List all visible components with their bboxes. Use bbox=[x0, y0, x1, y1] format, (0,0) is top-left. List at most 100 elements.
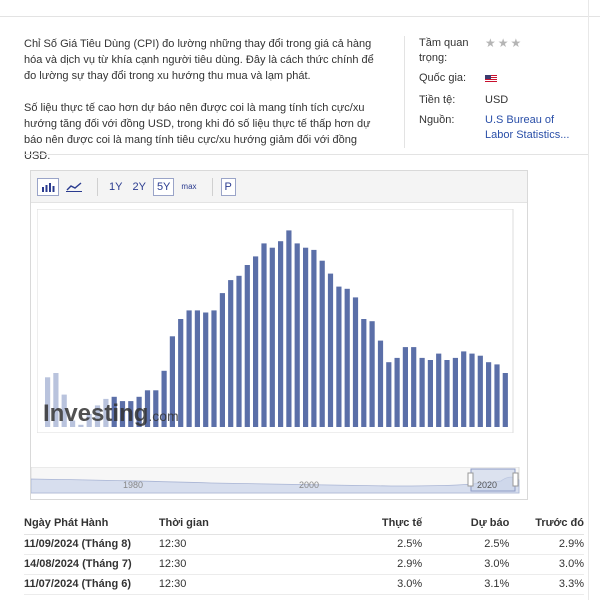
chart-bar[interactable] bbox=[144, 390, 151, 427]
chart-bar[interactable] bbox=[70, 420, 76, 428]
plot-frame bbox=[37, 209, 514, 433]
indicator-info-panel: Tầm quan trọng: ★★★ Quốc gia: Tiền tệ: U… bbox=[404, 36, 584, 148]
importance-stars: ★★★ bbox=[485, 36, 524, 50]
chart-bar[interactable] bbox=[103, 398, 109, 427]
chart-bar[interactable] bbox=[86, 414, 92, 427]
chart-bar[interactable] bbox=[411, 347, 417, 427]
header-forecast[interactable]: Dự báo bbox=[422, 512, 510, 535]
range-5y-button[interactable]: 5Y bbox=[152, 177, 175, 196]
chart-bar[interactable] bbox=[369, 321, 375, 427]
currency-label: Tiền tệ: bbox=[419, 94, 456, 106]
chart-navigator[interactable]: 1980 2000 2020 bbox=[31, 467, 521, 495]
chart-bar[interactable] bbox=[228, 280, 234, 427]
chart-bar[interactable] bbox=[311, 249, 317, 427]
previous-value: 3.0% bbox=[509, 554, 584, 575]
chart-bar[interactable] bbox=[203, 312, 209, 428]
chart-bar[interactable] bbox=[494, 364, 500, 427]
range-2y-button[interactable]: 2Y bbox=[132, 180, 146, 193]
line-chart-icon[interactable] bbox=[63, 178, 85, 196]
chart-bar[interactable] bbox=[153, 390, 159, 427]
navigator-left-handle[interactable] bbox=[467, 472, 474, 487]
chart-bar[interactable] bbox=[128, 401, 134, 427]
importance-label: Tầm quan trọng: bbox=[419, 37, 469, 64]
table-row: 11/09/2024 (Tháng 8) 12:30 2.5% 2.5% 2.9… bbox=[24, 534, 584, 555]
chart-bar[interactable] bbox=[136, 396, 142, 427]
actual-value: 2.5% bbox=[345, 534, 423, 555]
chart-bar[interactable] bbox=[286, 230, 292, 427]
chart-bar[interactable] bbox=[386, 362, 392, 427]
chart-bar[interactable] bbox=[219, 293, 225, 427]
chart-bar[interactable] bbox=[477, 355, 483, 427]
header-release-date[interactable]: Ngày Phát Hành bbox=[24, 512, 159, 535]
p-button[interactable]: P bbox=[220, 177, 236, 196]
chart-bar[interactable] bbox=[236, 275, 242, 427]
chart-bar[interactable] bbox=[394, 357, 400, 427]
forecast-value: 3.1% bbox=[422, 574, 510, 595]
chart-bar[interactable] bbox=[94, 405, 101, 427]
release-history-table: Ngày Phát Hành Thời gian Thực tế Dự báo … bbox=[24, 512, 584, 595]
bar-chart-icon[interactable] bbox=[37, 177, 59, 196]
header-previous[interactable]: Trước đó bbox=[509, 512, 584, 535]
actual-value: 3.0% bbox=[345, 574, 423, 595]
chart-bar[interactable] bbox=[178, 319, 184, 427]
chart-bar[interactable] bbox=[352, 297, 359, 427]
chart-bar[interactable] bbox=[161, 370, 167, 427]
table-header-row: Ngày Phát Hành Thời gian Thực tế Dự báo … bbox=[24, 512, 584, 535]
source-link[interactable]: U.S Bureau of Labor Statistics... bbox=[485, 114, 570, 141]
chart-bar[interactable] bbox=[469, 353, 475, 427]
header-actual[interactable]: Thực tế bbox=[345, 512, 423, 535]
chart-bar[interactable] bbox=[253, 256, 259, 427]
toolbar-separator bbox=[211, 177, 213, 196]
currency-value: USD bbox=[485, 94, 509, 106]
chart-bar[interactable] bbox=[261, 243, 267, 427]
chart-bar[interactable] bbox=[452, 357, 458, 427]
chart-bar[interactable] bbox=[269, 247, 275, 427]
chart-bar[interactable] bbox=[502, 373, 508, 427]
chart-bar[interactable] bbox=[419, 357, 425, 427]
chart-bar[interactable] bbox=[186, 310, 192, 427]
chart-bar[interactable] bbox=[444, 360, 450, 427]
chart-bar[interactable] bbox=[211, 310, 217, 427]
chart-bar[interactable] bbox=[244, 265, 250, 427]
chart-bar[interactable] bbox=[377, 340, 384, 427]
header-time[interactable]: Thời gian bbox=[158, 512, 346, 535]
description-paragraph-1: Chỉ Số Giá Tiêu Dùng (CPI) đo lường nhữn… bbox=[24, 38, 374, 82]
source-label: Nguồn: bbox=[419, 114, 455, 126]
navigator-right-handle[interactable] bbox=[512, 472, 519, 487]
chart-bar[interactable] bbox=[344, 288, 350, 427]
chart-bar[interactable] bbox=[294, 243, 300, 427]
chart-bar[interactable] bbox=[169, 336, 175, 427]
chart-bar[interactable] bbox=[119, 401, 126, 427]
source-row: Nguồn: U.S Bureau of Labor Statistics... bbox=[419, 113, 584, 143]
release-date: 14/08/2024 (Tháng 7) bbox=[24, 554, 159, 575]
chart-bar[interactable] bbox=[461, 351, 467, 427]
chart-bar[interactable] bbox=[436, 353, 442, 427]
investing-watermark: Investing.com bbox=[43, 400, 179, 427]
cpi-chart: 1Y 2Y 5Y max P 109876543210 202020212022… bbox=[30, 170, 528, 500]
navigator-label-2020: 2020 bbox=[477, 480, 497, 490]
chart-toolbar: 1Y 2Y 5Y max P bbox=[31, 171, 527, 203]
chart-bar[interactable] bbox=[111, 396, 117, 427]
range-1y-button[interactable]: 1Y bbox=[109, 180, 123, 193]
chart-bar[interactable] bbox=[319, 260, 325, 427]
right-border bbox=[588, 0, 589, 600]
section-divider bbox=[24, 154, 588, 155]
chart-bar[interactable] bbox=[194, 310, 200, 427]
chart-bar[interactable] bbox=[45, 377, 51, 427]
chart-bar[interactable] bbox=[402, 347, 408, 427]
description-paragraph-2: Số liệu thực tế cao hơn dự báo nên được … bbox=[24, 102, 371, 162]
chart-bar[interactable] bbox=[61, 394, 67, 427]
range-max-button[interactable]: max bbox=[181, 182, 197, 191]
navigator-label-2000: 2000 bbox=[299, 480, 319, 490]
chart-bar[interactable] bbox=[427, 360, 433, 427]
chart-bar[interactable] bbox=[278, 241, 284, 427]
chart-bar[interactable] bbox=[327, 273, 334, 427]
chart-bar[interactable] bbox=[486, 362, 492, 427]
chart-bar[interactable] bbox=[53, 373, 59, 427]
chart-bar[interactable] bbox=[78, 424, 84, 427]
forecast-value: 3.0% bbox=[422, 554, 510, 575]
chart-bar[interactable] bbox=[336, 286, 342, 427]
country-label: Quốc gia: bbox=[419, 72, 467, 84]
chart-bar[interactable] bbox=[303, 247, 309, 427]
chart-bar[interactable] bbox=[361, 319, 367, 427]
